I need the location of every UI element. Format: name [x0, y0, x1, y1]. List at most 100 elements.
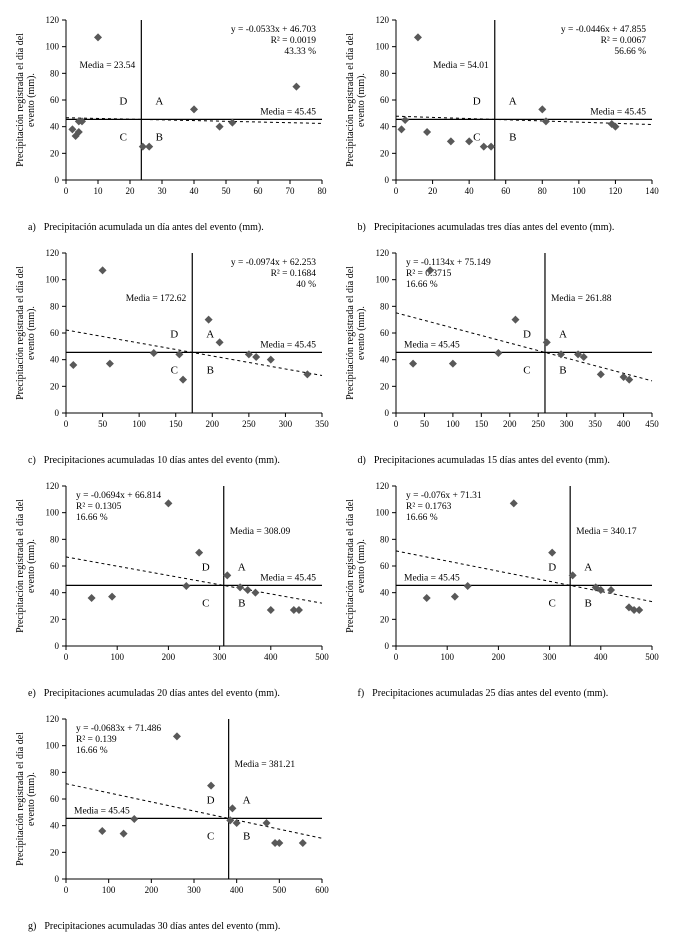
- svg-text:100: 100: [132, 419, 146, 429]
- panel-b: 020406080100120140020406080100120Precipi…: [340, 10, 662, 239]
- data-point: [512, 316, 519, 323]
- panel-tag: c): [28, 455, 36, 466]
- svg-text:0: 0: [55, 408, 60, 418]
- svg-text:150: 150: [169, 419, 183, 429]
- svg-text:0: 0: [55, 641, 60, 651]
- caption-e: e)Precipitaciones acumuladas 20 días ant…: [10, 686, 332, 705]
- data-point: [150, 350, 157, 357]
- equation-label: y = -0.0683x + 71.486R² = 0.13916.66 %: [76, 724, 161, 756]
- data-point: [224, 572, 231, 579]
- svg-text:150: 150: [474, 419, 488, 429]
- data-point: [538, 106, 545, 113]
- svg-text:100: 100: [440, 652, 454, 662]
- svg-text:80: 80: [380, 301, 390, 311]
- svg-text:120: 120: [375, 248, 389, 258]
- quadrant-c: C: [171, 364, 178, 376]
- panel-a: 01020304050607080020406080100120Precipit…: [10, 10, 332, 239]
- y-media-label: Media = 45.45: [260, 573, 316, 583]
- quadrant-c: C: [202, 597, 209, 609]
- quadrant-d: D: [548, 561, 556, 573]
- data-point: [174, 733, 181, 740]
- chart-f: 0100200300400500020406080100120Precipita…: [340, 476, 662, 686]
- quadrant-b: B: [509, 131, 516, 143]
- svg-text:20: 20: [428, 186, 438, 196]
- svg-text:40: 40: [50, 821, 60, 831]
- panel-d: 0501001502002503003504004500204060801001…: [340, 243, 662, 472]
- svg-text:20: 20: [50, 148, 60, 158]
- svg-text:60: 60: [380, 328, 390, 338]
- x-media-label: Media = 54.01: [432, 61, 488, 71]
- svg-text:80: 80: [50, 301, 60, 311]
- data-point: [205, 316, 212, 323]
- data-point: [88, 595, 95, 602]
- svg-text:80: 80: [50, 767, 60, 777]
- data-point: [293, 83, 300, 90]
- quadrant-a: A: [206, 328, 214, 340]
- data-point: [140, 143, 147, 150]
- svg-text:80: 80: [537, 186, 547, 196]
- quadrant-b: B: [156, 131, 163, 143]
- svg-text:350: 350: [588, 419, 602, 429]
- data-point: [183, 583, 190, 590]
- trend-line: [66, 118, 322, 124]
- equation-label: y = -0.0694x + 66.814R² = 0.130516.66 %: [76, 491, 161, 523]
- svg-text:120: 120: [375, 481, 389, 491]
- svg-text:0: 0: [64, 652, 69, 662]
- data-point: [196, 549, 203, 556]
- svg-text:300: 300: [187, 885, 201, 895]
- data-point: [495, 350, 502, 357]
- svg-text:60: 60: [254, 186, 264, 196]
- quadrant-a: A: [238, 561, 246, 573]
- x-media-label: Media = 172.62: [126, 294, 187, 304]
- quadrant-b: B: [238, 597, 245, 609]
- svg-text:250: 250: [242, 419, 256, 429]
- panel-tag: b): [358, 222, 366, 233]
- svg-text:40: 40: [380, 588, 390, 598]
- panel-caption-text: Precipitación acumulada un día antes del…: [44, 222, 264, 233]
- data-point: [216, 339, 223, 346]
- svg-text:100: 100: [102, 885, 116, 895]
- data-point: [146, 143, 153, 150]
- data-point: [300, 840, 307, 847]
- svg-text:40: 40: [190, 186, 200, 196]
- svg-text:100: 100: [375, 508, 389, 518]
- quadrant-d: D: [202, 561, 210, 573]
- svg-text:10: 10: [94, 186, 104, 196]
- data-point: [510, 500, 517, 507]
- svg-text:200: 200: [206, 419, 220, 429]
- svg-text:200: 200: [491, 652, 505, 662]
- svg-text:120: 120: [46, 714, 60, 724]
- svg-text:40: 40: [50, 122, 60, 132]
- data-point: [99, 828, 106, 835]
- quadrant-c: C: [473, 131, 480, 143]
- svg-text:350: 350: [315, 419, 329, 429]
- quadrant-c: C: [523, 364, 530, 376]
- svg-text:60: 60: [380, 561, 390, 571]
- panel-caption-text: Precipitaciones acumuladas 10 días antes…: [44, 455, 280, 466]
- data-point: [548, 549, 555, 556]
- svg-text:Precipitación registrada el dí: Precipitación registrada el día delevent…: [345, 499, 367, 633]
- data-point: [69, 126, 76, 133]
- svg-text:140: 140: [645, 186, 659, 196]
- svg-text:20: 20: [380, 148, 390, 158]
- data-point: [180, 376, 187, 383]
- svg-text:100: 100: [110, 652, 124, 662]
- quadrant-c: C: [548, 597, 555, 609]
- svg-text:20: 20: [50, 847, 60, 857]
- panel-g: 0100200300400500600020406080100120Precip…: [10, 709, 332, 938]
- svg-text:200: 200: [503, 419, 517, 429]
- panel-caption-text: Precipitaciones acumuladas 25 días antes…: [372, 688, 608, 699]
- data-point: [208, 782, 215, 789]
- caption-a: a)Precipitación acumulada un día antes d…: [10, 220, 332, 239]
- svg-text:120: 120: [46, 248, 60, 258]
- data-point: [296, 607, 303, 614]
- quadrant-c: C: [207, 830, 214, 842]
- svg-text:0: 0: [393, 419, 398, 429]
- data-point: [597, 371, 604, 378]
- data-point: [464, 583, 471, 590]
- quadrant-a: A: [559, 328, 567, 340]
- svg-text:300: 300: [559, 419, 573, 429]
- data-point: [423, 129, 430, 136]
- svg-text:50: 50: [222, 186, 232, 196]
- x-media-label: Media = 340.17: [576, 527, 637, 537]
